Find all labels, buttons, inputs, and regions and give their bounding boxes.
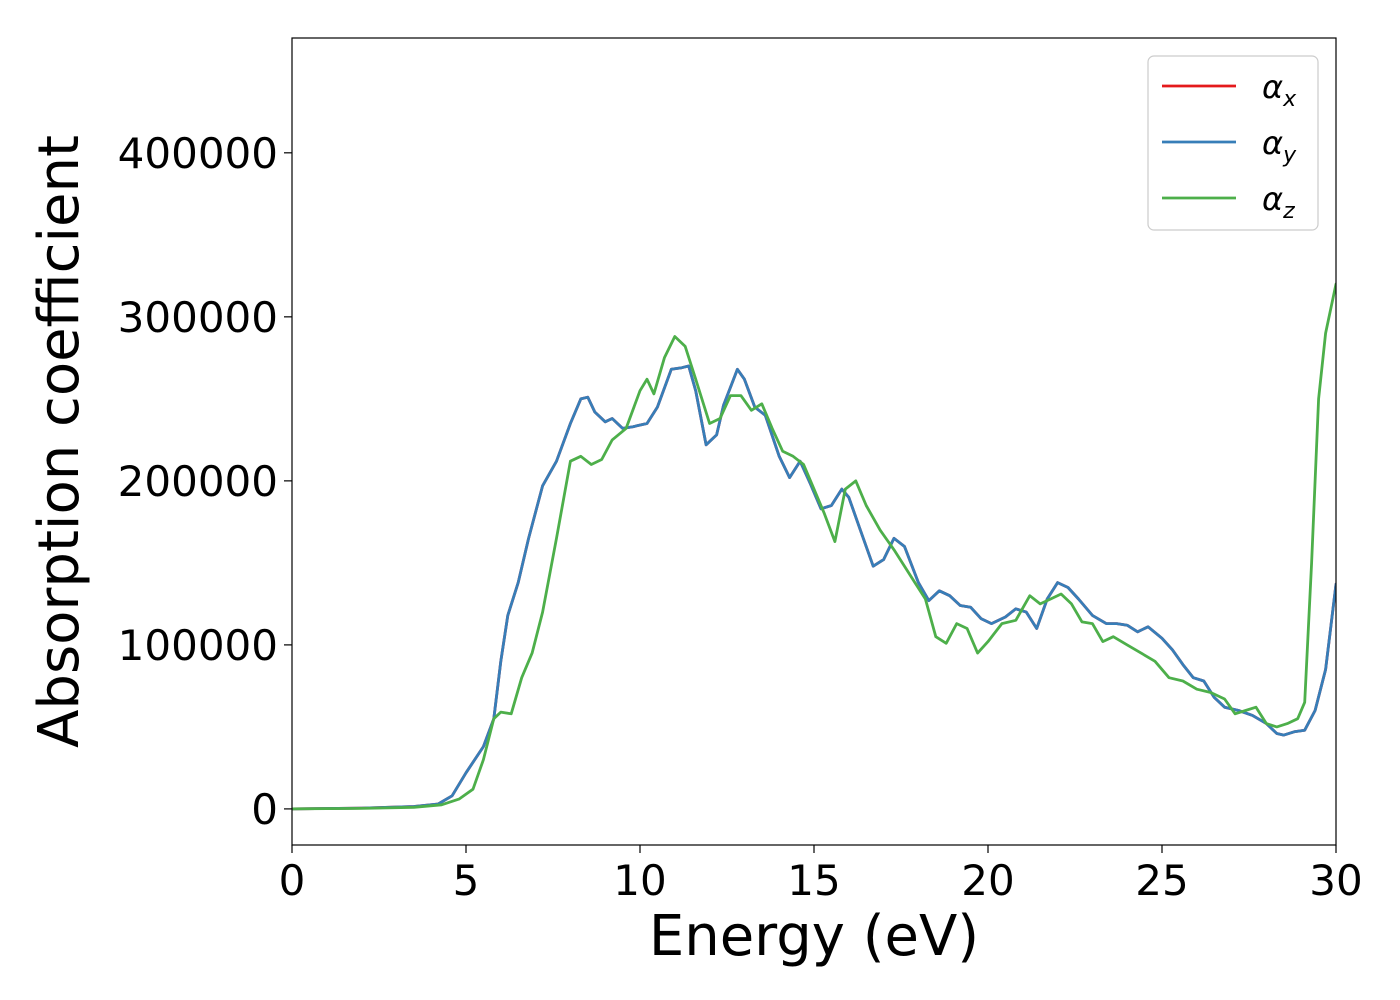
y-tick-label: 300000 <box>118 293 278 342</box>
x-tick-label: 30 <box>1309 856 1362 905</box>
x-tick-label: 10 <box>613 856 666 905</box>
y-tick-label: 0 <box>251 785 278 834</box>
x-tick-label: 25 <box>1135 856 1188 905</box>
legend-label-subscript: y <box>1282 143 1297 168</box>
legend-label-subscript: z <box>1282 199 1295 224</box>
x-axis-title: Energy (eV) <box>649 904 979 969</box>
x-tick-label: 20 <box>961 856 1014 905</box>
y-axis-title: Absorption coefficient <box>27 135 92 748</box>
legend-label-symbol: α <box>1262 124 1283 162</box>
series-layer <box>292 282 1336 811</box>
y-tick-label: 200000 <box>118 457 278 506</box>
x-tick-label: 15 <box>787 856 840 905</box>
legend-label-symbol: α <box>1262 180 1283 218</box>
series-line-alpha-y <box>292 364 1336 811</box>
legend-label-alpha-z: αz <box>1262 180 1295 224</box>
legend-label-subscript: x <box>1282 87 1297 112</box>
x-tick-label: 0 <box>279 856 306 905</box>
series-line-alpha-z <box>292 282 1336 811</box>
legend-label-symbol: α <box>1262 68 1283 106</box>
y-axis: 0 100000 200000 300000 400000 <box>118 129 292 834</box>
legend-label-alpha-y: αy <box>1262 124 1297 168</box>
x-axis: 0 5 10 15 20 25 30 <box>279 845 1363 905</box>
series-line-alpha-x <box>292 364 1336 811</box>
y-tick-label: 100000 <box>118 621 278 670</box>
x-tick-label: 5 <box>453 856 480 905</box>
legend-label-alpha-x: αx <box>1262 68 1297 112</box>
y-tick-label: 400000 <box>118 129 278 178</box>
